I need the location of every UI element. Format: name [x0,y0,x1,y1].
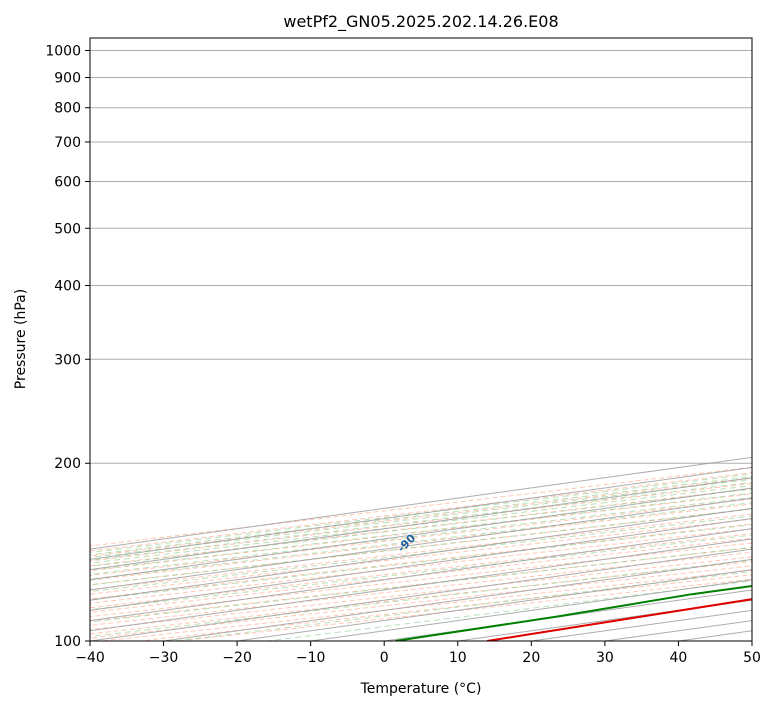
y-tick-label: 600 [54,175,81,191]
y-tick-label: 700 [54,135,81,151]
isotherm-line [237,569,752,641]
dry-adiabat-line [101,569,752,641]
isotherm-line [310,579,752,641]
moist-adiabat-line [90,534,752,611]
moist-adiabat-line [90,508,752,586]
moist-adiabat-line [90,497,752,575]
moist-adiabat-line [90,492,752,571]
isotherm-line [90,528,752,622]
moist-adiabat-line [90,488,752,567]
x-tick-label: −40 [75,650,105,666]
moist-adiabat-line [90,515,752,593]
moist-adiabat-line [90,478,752,558]
x-tick-label: −10 [296,650,326,666]
grid-lines [90,50,752,641]
x-tick-label: 10 [449,650,467,666]
x-tick-label: 20 [522,650,540,666]
isotherm-line [90,467,752,560]
moist-adiabat-line [90,473,752,553]
y-tick-label: 500 [54,221,81,237]
y-axis: 100 200 300 400 500 600 700 800 900 1000 [45,44,90,650]
x-tick-label: 40 [670,650,688,666]
moist-adiabat-line [267,580,752,641]
x-axis: −40 −30 −20 −10 0 10 20 30 40 50 [75,641,761,666]
y-tick-label: 1000 [45,44,81,60]
y-tick-label: 200 [54,456,81,472]
x-tick-label: −20 [222,650,252,666]
isotherm-line [90,456,752,550]
x-tick-label: 50 [743,650,761,666]
y-tick-label: 400 [54,278,81,294]
chart-title: wetPf2_GN05.2025.202.14.26.E08 [283,12,558,32]
y-tick-label: 100 [54,634,81,650]
y-tick-label: 300 [54,352,81,368]
x-axis-title: Temperature (°C) [360,681,482,697]
isotherm-line [90,487,752,581]
isotherm-line [604,620,752,641]
moist-adiabat-line [90,502,752,580]
moist-adiabat-line [90,524,752,601]
isotherm-line [384,589,752,641]
moist-adiabat-line [174,570,752,641]
dry-adiabat-line [90,508,752,586]
y-tick-label: 900 [54,71,81,87]
y-axis-title: Pressure (hPa) [13,289,29,389]
isotherm-line [90,538,752,632]
isotherm-line [90,497,752,591]
y-tick-label: 800 [54,101,81,117]
isotherm-line [90,507,752,601]
x-tick-label: −30 [149,650,179,666]
x-tick-label: 0 [380,650,389,666]
plot-frame [89,37,753,642]
moist-adiabat-line [90,485,752,564]
isotherm-line [90,518,752,611]
x-tick-label: 30 [596,650,614,666]
moist-adiabat-line [90,546,752,623]
moist-adiabat-line [90,481,752,561]
moist-adiabat-line [90,476,752,556]
isotherm-line [90,477,752,571]
isotherm-line [751,640,752,641]
